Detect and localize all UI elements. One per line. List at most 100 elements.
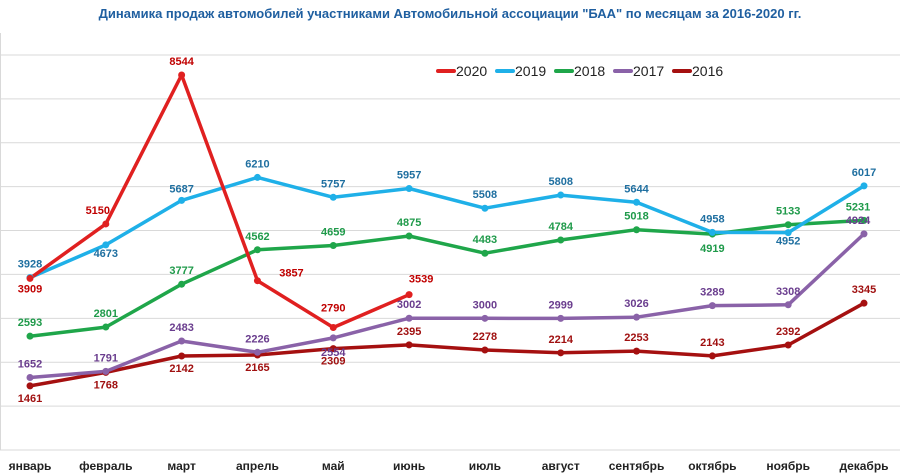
x-tick-label: октябрь xyxy=(688,459,736,473)
data-point-2016 xyxy=(784,341,792,349)
data-label-2016: 2395 xyxy=(397,326,421,338)
data-point-2017 xyxy=(405,314,413,322)
data-label-2016: 2142 xyxy=(169,363,193,375)
data-point-2019 xyxy=(557,191,565,199)
x-tick-label: сентябрь xyxy=(609,459,665,473)
data-label-2019: 5957 xyxy=(397,170,421,182)
data-label-2016: 2214 xyxy=(548,334,573,346)
data-point-2020 xyxy=(329,324,337,332)
x-tick-label: июнь xyxy=(393,459,425,473)
data-label-2018: 5231 xyxy=(846,201,870,213)
data-point-2017 xyxy=(329,334,337,342)
data-label-2019: 4673 xyxy=(94,248,118,260)
data-point-2018 xyxy=(784,221,792,229)
data-point-2017 xyxy=(253,348,261,356)
data-label-2019: 5808 xyxy=(548,176,572,188)
data-label-2018: 4875 xyxy=(397,217,421,229)
data-point-2017 xyxy=(708,302,716,310)
x-tick-label: декабрь xyxy=(839,459,888,473)
legend-label-2017: 2017 xyxy=(633,63,664,79)
data-point-2019 xyxy=(178,196,186,204)
data-label-2017: 1791 xyxy=(94,352,118,364)
data-labels: 1461 1768 2142 2165 2309 2395 2278 2214 2253 2143… xyxy=(18,56,876,405)
data-point-2019 xyxy=(860,182,868,190)
data-point-2018 xyxy=(102,323,110,331)
data-label-2019: 6017 xyxy=(852,167,876,179)
data-label-2019: 6210 xyxy=(245,158,269,170)
data-point-2020 xyxy=(253,277,261,285)
data-point-2018 xyxy=(557,236,565,244)
data-point-2016 xyxy=(481,346,489,354)
data-point-2018 xyxy=(405,232,413,240)
data-point-2016 xyxy=(26,382,34,390)
series-line-2019 xyxy=(28,175,866,280)
data-point-2016 xyxy=(557,349,565,357)
x-tick-label: март xyxy=(167,459,196,473)
x-tick-label: август xyxy=(542,459,580,473)
data-point-2017 xyxy=(860,230,868,238)
data-label-2018: 4919 xyxy=(700,243,724,255)
data-label-2020: 8544 xyxy=(169,56,194,68)
data-point-2017 xyxy=(481,314,489,322)
data-label-2019: 5757 xyxy=(321,178,345,190)
data-label-2017: 2483 xyxy=(169,322,193,334)
data-label-2018: 5018 xyxy=(624,211,648,223)
data-label-2016: 2143 xyxy=(700,337,724,349)
data-point-2020 xyxy=(102,220,110,228)
data-label-2020: 2790 xyxy=(321,303,345,315)
data-point-2018 xyxy=(329,241,337,249)
data-label-2016: 2278 xyxy=(473,331,497,343)
data-label-2020: 3909 xyxy=(18,283,42,295)
data-label-2018: 4562 xyxy=(245,231,269,243)
data-label-2017: 4924 xyxy=(846,215,871,227)
data-point-2019 xyxy=(481,204,489,212)
data-label-2017: 2999 xyxy=(548,299,572,311)
data-point-2020 xyxy=(405,291,413,299)
data-label-2018: 2801 xyxy=(94,308,118,320)
data-point-2017 xyxy=(102,367,110,375)
data-label-2018: 4483 xyxy=(473,234,497,246)
data-label-2017: 2226 xyxy=(245,333,269,345)
data-point-2018 xyxy=(253,246,261,254)
chart-title: Динамика продаж автомобилей участниками … xyxy=(98,6,802,21)
legend-label-2020: 2020 xyxy=(456,63,487,79)
data-label-2018: 3777 xyxy=(169,265,193,277)
data-label-2020: 3539 xyxy=(409,274,433,286)
data-label-2019: 3928 xyxy=(18,259,42,271)
data-label-2019: 5508 xyxy=(473,189,497,201)
data-points xyxy=(26,71,868,390)
data-label-2016: 1461 xyxy=(18,393,42,405)
x-tick-label: февраль xyxy=(79,459,132,473)
data-point-2019 xyxy=(102,241,110,249)
data-point-2018 xyxy=(178,280,186,288)
data-point-2019 xyxy=(405,185,413,193)
data-label-2017: 3308 xyxy=(776,286,800,298)
data-label-2017: 2554 xyxy=(321,347,346,359)
data-label-2016: 3345 xyxy=(852,284,876,296)
data-point-2017 xyxy=(784,301,792,309)
data-label-2017: 3002 xyxy=(397,299,421,311)
data-label-2017: 1652 xyxy=(18,358,42,370)
x-tick-label: июль xyxy=(469,459,501,473)
legend-label-2018: 2018 xyxy=(574,63,605,79)
data-point-2017 xyxy=(633,313,641,321)
data-point-2020 xyxy=(178,71,186,79)
series-line-2017 xyxy=(28,232,866,380)
data-label-2016: 2309 xyxy=(321,356,345,368)
grid xyxy=(0,33,900,451)
legend-label-2019: 2019 xyxy=(515,63,546,79)
data-label-2017: 3026 xyxy=(624,298,648,310)
data-point-2019 xyxy=(633,198,641,206)
data-label-2019: 4952 xyxy=(776,236,800,248)
data-label-2016: 1768 xyxy=(94,379,118,391)
data-point-2019 xyxy=(708,228,716,236)
data-label-2016: 2165 xyxy=(245,362,269,374)
data-label-2019: 5644 xyxy=(624,183,649,195)
data-point-2016 xyxy=(633,347,641,355)
data-label-2016: 2253 xyxy=(624,332,648,344)
series-line-2016 xyxy=(28,301,866,388)
data-point-2016 xyxy=(405,341,413,349)
data-label-2018: 4784 xyxy=(548,221,573,233)
data-point-2019 xyxy=(784,229,792,237)
